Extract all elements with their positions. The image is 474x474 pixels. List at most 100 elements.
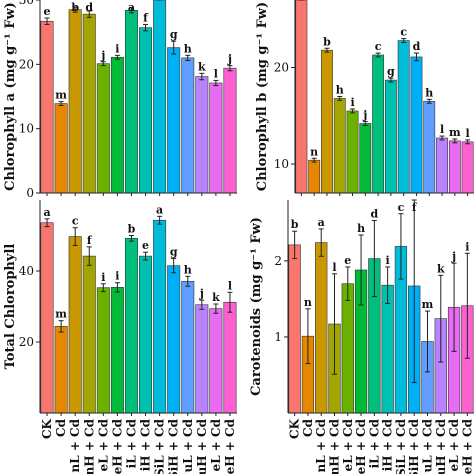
y-axis-title: Chlorophyll b (mg g⁻¹ Fw) xyxy=(255,2,270,191)
significance-letter: h xyxy=(184,263,192,276)
y-tick-label: 20 xyxy=(274,61,289,75)
significance-letter: j xyxy=(362,109,367,122)
bar xyxy=(308,159,321,194)
bar xyxy=(68,236,82,414)
y-tick-label: 20 xyxy=(19,57,34,71)
significance-letter: b xyxy=(323,35,331,48)
bar xyxy=(436,137,448,194)
y-axis-title: Chlorophyll a (mg g⁻¹ Fw) xyxy=(3,2,18,191)
x-category-label: nL + Cd xyxy=(68,418,82,472)
x-category-label: SiH + Cd xyxy=(167,418,181,474)
x-category-label: uL + Cd xyxy=(421,418,435,472)
significance-letter: g xyxy=(387,65,395,78)
bar xyxy=(110,287,124,414)
significance-letter: a xyxy=(318,216,325,229)
bar xyxy=(195,76,209,194)
significance-letter: e xyxy=(344,254,351,267)
bar xyxy=(359,123,372,194)
significance-letter: c xyxy=(400,26,407,39)
significance-letter: l xyxy=(228,279,232,292)
x-category-label: eH + Cd xyxy=(460,418,474,474)
significance-letter: e xyxy=(142,239,149,252)
y-tick-label: 40 xyxy=(19,264,34,278)
significance-letter: b xyxy=(291,218,299,231)
bar xyxy=(223,301,237,414)
x-category-label: SiH + Cd xyxy=(407,418,421,474)
significance-letter: i xyxy=(101,271,105,284)
significance-letter: m xyxy=(55,308,67,321)
significance-letter: n xyxy=(304,296,312,309)
bar xyxy=(40,20,54,194)
x-category-label: eL + Cd xyxy=(209,418,223,471)
significance-letter: h xyxy=(336,84,344,97)
significance-letter: k xyxy=(198,60,206,73)
significance-letter: i xyxy=(350,96,354,109)
y-tick-label: 10 xyxy=(19,122,34,136)
y-tick-label: 0 xyxy=(26,186,34,200)
y-tick-label: 1 xyxy=(274,330,282,344)
significance-letter: d xyxy=(371,208,379,221)
significance-letter: a xyxy=(156,203,163,216)
bar xyxy=(223,67,237,194)
bar xyxy=(110,56,124,194)
significance-letter: i xyxy=(386,254,390,267)
significance-letter: l xyxy=(332,261,336,274)
significance-letter: h xyxy=(425,86,433,99)
bar xyxy=(195,304,209,414)
bar xyxy=(153,219,167,414)
significance-letter: f xyxy=(412,201,418,214)
bar xyxy=(448,140,461,194)
significance-letter: e xyxy=(44,5,51,18)
significance-letter: m xyxy=(55,89,67,102)
y-axis-title: Total Chlorophyll xyxy=(3,244,18,370)
x-category-label: eH + Cd xyxy=(110,418,124,474)
x-category-label: Cd xyxy=(54,418,68,437)
bar xyxy=(40,222,54,414)
bar xyxy=(96,287,110,414)
bar xyxy=(209,82,223,194)
significance-letter: d xyxy=(85,1,93,14)
bar xyxy=(139,255,153,414)
significance-letter: l xyxy=(466,127,470,140)
x-category-label: CK xyxy=(40,418,54,439)
bar xyxy=(96,63,110,194)
x-axis-labels-right: CK Cd nL + Cd nH + Cd eL + Cd eH + Cd iL + Cd i… xyxy=(288,418,474,474)
bar xyxy=(397,40,410,194)
bar xyxy=(381,284,394,414)
significance-letter: j xyxy=(199,287,204,300)
x-category-label: nL + Cd xyxy=(314,418,328,472)
significance-letter: d xyxy=(413,40,421,53)
x-category-label: uL + Cd xyxy=(181,418,195,472)
significance-letter: l xyxy=(214,67,218,80)
x-category-label: eL + Cd xyxy=(447,418,461,471)
significance-letter: m xyxy=(449,126,461,139)
significance-letter: j xyxy=(451,250,456,263)
significance-letter: i xyxy=(115,42,119,55)
bar xyxy=(288,244,301,414)
bar xyxy=(346,110,359,194)
significance-letter: g xyxy=(170,28,178,41)
significance-letter: g xyxy=(170,246,178,259)
x-category-label: nH + Cd xyxy=(82,418,96,474)
x-category-label: eH + Cd xyxy=(354,418,368,474)
x-axis-labels-left: CK Cd nL + Cd nH + Cd eL + Cd eH + Cd iL + Cd i… xyxy=(40,418,237,474)
significance-letter: h xyxy=(357,222,365,235)
significance-letter: j xyxy=(227,53,232,66)
significance-letter: a xyxy=(128,1,135,14)
significance-letter: n xyxy=(310,145,318,158)
significance-letter: f xyxy=(143,11,149,24)
x-category-label: iL + Cd xyxy=(124,418,138,468)
bar xyxy=(124,238,138,414)
bar xyxy=(295,0,308,194)
bar xyxy=(54,326,68,414)
bar xyxy=(167,47,181,194)
significance-letter: i xyxy=(115,270,119,283)
x-category-label: uH + Cd xyxy=(195,418,209,474)
bar xyxy=(315,242,328,414)
x-category-label: SiL + Cd xyxy=(153,418,167,474)
x-category-label: eL + Cd xyxy=(341,418,355,471)
